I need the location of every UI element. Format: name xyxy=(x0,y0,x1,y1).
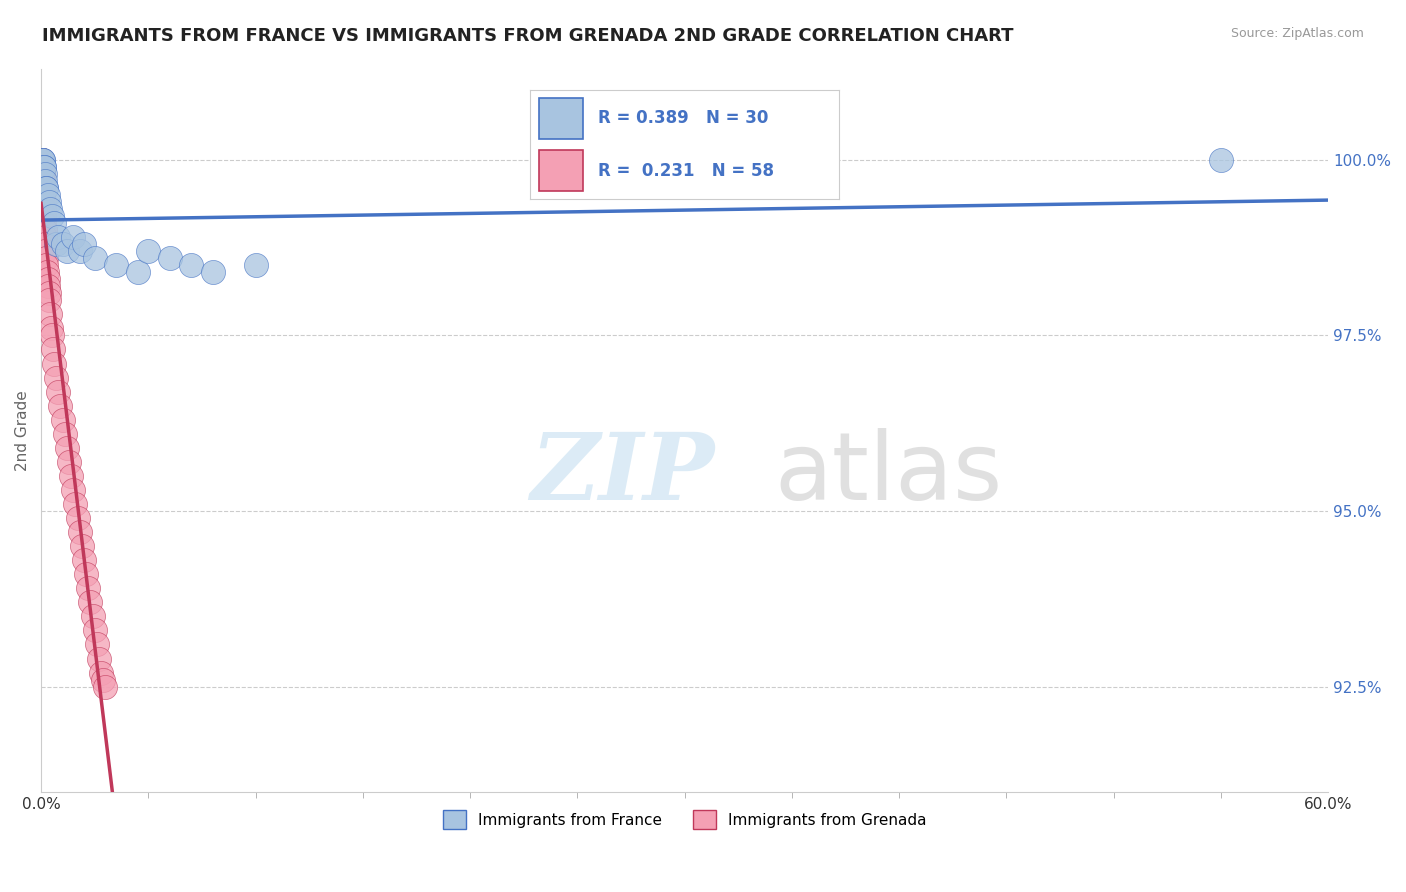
Point xyxy=(31,153,53,167)
Point xyxy=(32,160,55,174)
Y-axis label: 2nd Grade: 2nd Grade xyxy=(15,390,30,471)
Point xyxy=(31,174,53,188)
Point xyxy=(31,167,53,181)
Point xyxy=(75,567,97,582)
Point xyxy=(79,595,101,609)
Point xyxy=(159,251,181,265)
Point xyxy=(38,293,60,308)
Point xyxy=(34,223,56,237)
Point xyxy=(42,343,65,357)
Point xyxy=(46,230,69,244)
Point xyxy=(32,188,55,202)
Point xyxy=(82,609,104,624)
Point xyxy=(87,651,110,665)
Point xyxy=(38,286,60,301)
Point xyxy=(201,265,224,279)
Point xyxy=(1209,153,1232,167)
Point xyxy=(69,244,91,259)
Point xyxy=(32,194,55,209)
Point xyxy=(83,624,105,638)
Point xyxy=(45,370,67,384)
Point xyxy=(73,553,96,567)
Point xyxy=(34,244,56,259)
Point xyxy=(37,279,59,293)
Point xyxy=(31,174,53,188)
Point xyxy=(51,413,73,427)
Point xyxy=(127,265,149,279)
Point xyxy=(35,181,58,195)
Point xyxy=(49,399,72,413)
Point xyxy=(105,258,128,272)
Point xyxy=(31,153,53,167)
Point xyxy=(34,160,56,174)
Point xyxy=(35,181,58,195)
Point xyxy=(70,539,93,553)
Point xyxy=(32,181,55,195)
Point xyxy=(37,265,59,279)
Point xyxy=(34,230,56,244)
Point xyxy=(56,244,79,259)
Point xyxy=(245,258,267,272)
Point xyxy=(34,237,56,252)
Point xyxy=(51,237,73,252)
Point xyxy=(66,511,89,525)
Point xyxy=(69,525,91,540)
Point xyxy=(31,167,53,181)
Point xyxy=(31,153,53,167)
Point xyxy=(37,272,59,286)
Point xyxy=(73,237,96,252)
Point xyxy=(46,384,69,399)
Point xyxy=(37,188,59,202)
Point xyxy=(31,153,53,167)
Point xyxy=(35,258,58,272)
Point xyxy=(32,188,55,202)
Point xyxy=(39,321,62,335)
Point xyxy=(62,230,84,244)
Point xyxy=(42,216,65,230)
Point xyxy=(32,209,55,223)
Point xyxy=(31,153,53,167)
Point xyxy=(35,251,58,265)
Point xyxy=(65,497,87,511)
Point xyxy=(42,357,65,371)
Point xyxy=(38,307,60,321)
Point xyxy=(53,426,76,441)
Point xyxy=(34,223,56,237)
Point xyxy=(34,167,56,181)
Point xyxy=(41,328,63,343)
Point xyxy=(31,153,53,167)
Text: Source: ZipAtlas.com: Source: ZipAtlas.com xyxy=(1230,27,1364,40)
Point xyxy=(83,251,105,265)
Point xyxy=(91,673,114,687)
Point xyxy=(94,680,117,694)
Point xyxy=(56,441,79,455)
Point xyxy=(138,244,160,259)
Point xyxy=(86,637,108,651)
Point xyxy=(90,665,112,680)
Point xyxy=(180,258,202,272)
Point xyxy=(32,202,55,216)
Point xyxy=(38,202,60,216)
Point xyxy=(31,160,53,174)
Text: atlas: atlas xyxy=(775,427,1002,520)
Point xyxy=(34,174,56,188)
Text: ZIP: ZIP xyxy=(530,429,714,518)
Point xyxy=(45,237,67,252)
Legend: Immigrants from France, Immigrants from Grenada: Immigrants from France, Immigrants from … xyxy=(437,804,932,835)
Point xyxy=(38,194,60,209)
Point xyxy=(32,181,55,195)
Point xyxy=(41,209,63,223)
Point xyxy=(77,581,100,595)
Point xyxy=(62,483,84,497)
Point xyxy=(60,469,83,483)
Point xyxy=(34,216,56,230)
Point xyxy=(32,153,55,167)
Text: IMMIGRANTS FROM FRANCE VS IMMIGRANTS FROM GRENADA 2ND GRADE CORRELATION CHART: IMMIGRANTS FROM FRANCE VS IMMIGRANTS FRO… xyxy=(42,27,1014,45)
Point xyxy=(58,455,80,469)
